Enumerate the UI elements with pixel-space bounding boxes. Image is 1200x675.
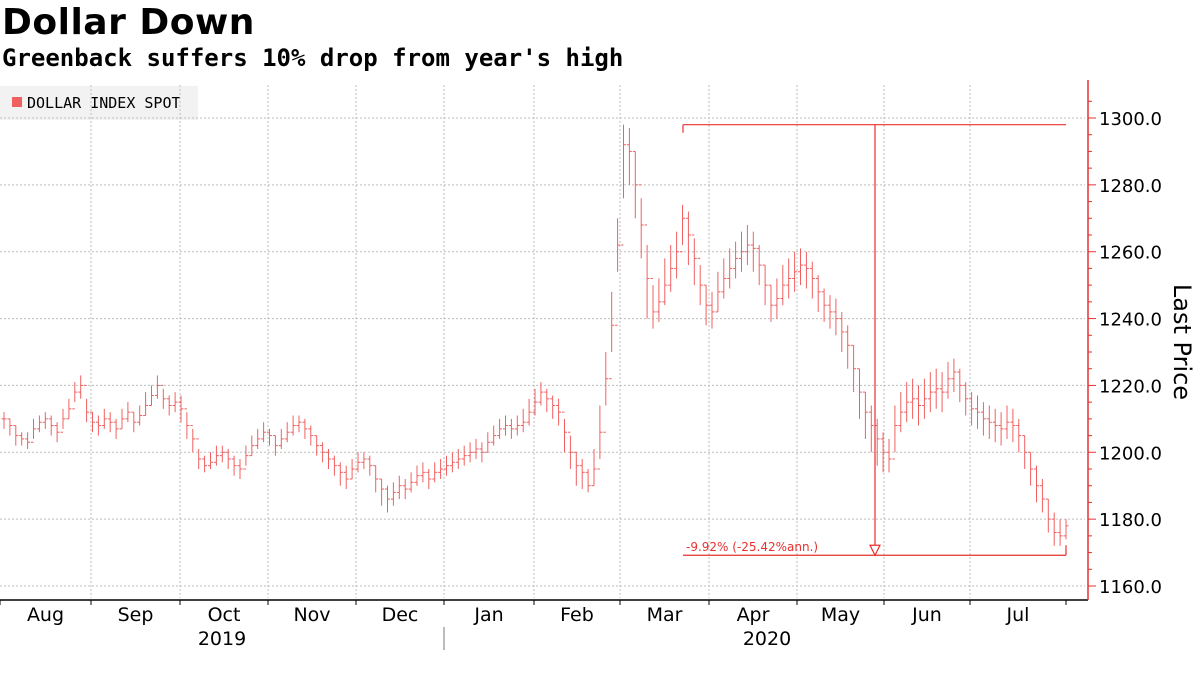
x-tick-label: Oct: [208, 604, 241, 626]
x-tick-label: May: [821, 604, 860, 626]
drawdown-annotation: -9.92% (-25.42%ann.): [682, 124, 1067, 557]
y-tick-label: 1240.0: [1099, 310, 1162, 331]
year-label: 2020: [743, 628, 791, 650]
drawdown-label: -9.92% (-25.42%ann.): [686, 540, 818, 554]
x-tick-label: Aug: [27, 604, 64, 626]
y-tick-label: 1220.0: [1099, 376, 1162, 397]
x-tick-label: Sep: [118, 604, 154, 626]
tick-labels: 1160.0 1180.0 1200.0 1220.0 1240.0 1260.0 1280…: [27, 109, 1196, 650]
page-subtitle: Greenback suffers 10% drop from year's h…: [2, 44, 624, 72]
x-tick-label: Jul: [1006, 604, 1030, 626]
price-series: [1, 124, 1069, 546]
x-tick-label: Nov: [293, 604, 330, 626]
axes: [0, 80, 1096, 650]
grid-lines: [0, 85, 1085, 598]
y-tick-label: 1160.0: [1099, 577, 1162, 598]
x-tick-label: Jan: [473, 604, 503, 626]
y-tick-label: 1280.0: [1099, 176, 1162, 197]
x-tick-label: Dec: [382, 604, 419, 626]
x-tick-label: Apr: [737, 604, 770, 626]
chart-legend: DOLLAR INDEX SPOT: [0, 86, 198, 120]
drawdown-arrowhead: [869, 544, 881, 557]
x-tick-label: Feb: [560, 604, 594, 626]
y-tick-label: 1260.0: [1099, 243, 1162, 264]
legend-label: DOLLAR INDEX SPOT: [27, 94, 181, 112]
y-tick-label: 1180.0: [1099, 510, 1162, 531]
page-title: Dollar Down: [2, 2, 255, 43]
y-axis-title: Last Price: [1168, 284, 1196, 400]
x-tick-label: Jun: [911, 604, 942, 626]
year-label: 2019: [198, 628, 246, 650]
x-tick-label: Mar: [647, 604, 683, 626]
y-tick-label: 1200.0: [1099, 443, 1162, 464]
y-tick-label: 1300.0: [1099, 109, 1162, 130]
legend-swatch: [12, 97, 22, 107]
